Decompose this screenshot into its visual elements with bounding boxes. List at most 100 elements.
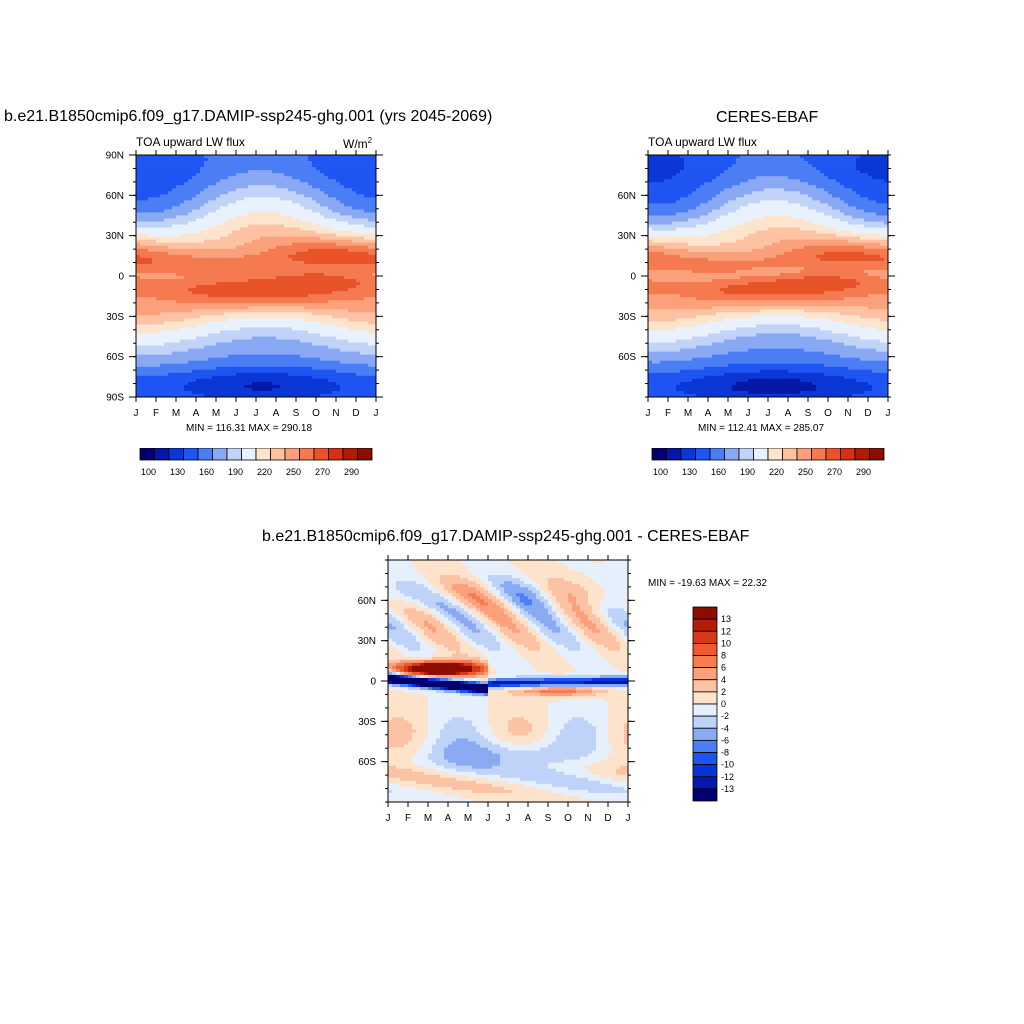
field-cell	[224, 381, 229, 386]
field-cell	[360, 260, 365, 265]
field-cell	[372, 381, 377, 386]
field-cell	[300, 242, 305, 247]
field-cell	[312, 248, 317, 253]
field-cell	[268, 291, 273, 295]
field-cell	[312, 272, 317, 277]
field-cell	[316, 282, 321, 286]
field-cell	[252, 164, 257, 168]
field-cell	[164, 221, 169, 225]
field-cell	[180, 294, 185, 298]
field-cell	[372, 276, 377, 280]
field-cell	[140, 206, 145, 210]
field-cell	[144, 230, 149, 235]
field-cell	[216, 218, 221, 222]
field-cell	[164, 218, 169, 222]
field-cell	[268, 318, 273, 322]
field-cell	[252, 285, 257, 289]
field-cell	[312, 300, 317, 304]
field-cell	[264, 330, 269, 334]
field-cell	[168, 354, 173, 359]
field-cell	[140, 282, 145, 286]
field-cell	[192, 170, 197, 174]
field-cell	[296, 179, 301, 183]
field-cell	[136, 266, 141, 271]
field-cell	[212, 170, 217, 174]
field-cell	[184, 182, 189, 186]
field-cell	[352, 215, 357, 219]
colorbar-box	[299, 448, 315, 461]
field-cell	[260, 276, 265, 280]
field-cell	[220, 297, 225, 301]
field-cell	[208, 173, 213, 177]
field-cell	[192, 306, 197, 310]
field-cell	[276, 363, 281, 368]
field-cell	[200, 372, 205, 377]
field-cell	[284, 236, 289, 241]
field-cell	[244, 387, 249, 392]
field-cell	[148, 366, 153, 371]
field-cell	[196, 158, 201, 162]
field-cell	[140, 248, 145, 253]
field-cell	[192, 282, 197, 286]
field-cell	[356, 381, 361, 386]
field-cell	[364, 179, 369, 183]
field-cell	[216, 318, 221, 322]
field-cell	[288, 393, 293, 398]
field-cell	[344, 245, 349, 250]
field-cell	[260, 294, 265, 298]
field-cell	[240, 342, 245, 346]
field-cell	[348, 227, 353, 232]
field-cell	[308, 387, 313, 392]
field-cell	[272, 158, 277, 162]
field-cell	[316, 233, 321, 238]
field-cell	[284, 339, 289, 343]
field-cell	[136, 251, 141, 256]
field-cell	[160, 161, 165, 165]
field-cell	[172, 182, 177, 186]
field-cell	[200, 173, 205, 177]
field-cell	[212, 324, 217, 328]
field-cell	[332, 194, 337, 198]
field-cell	[220, 173, 225, 177]
field-cell	[228, 236, 233, 241]
field-cell	[344, 185, 349, 189]
field-cell	[336, 233, 341, 238]
field-cell	[220, 336, 225, 340]
field-cell	[172, 263, 177, 268]
field-cell	[212, 233, 217, 238]
field-cell	[136, 215, 141, 219]
field-cell	[340, 282, 345, 286]
field-cell	[372, 342, 377, 346]
field-cell	[356, 251, 361, 256]
field-cell	[372, 230, 377, 235]
field-cell	[284, 272, 289, 277]
field-cell	[304, 266, 309, 271]
field-cell	[272, 318, 277, 322]
field-cell	[300, 260, 305, 265]
field-cell	[324, 315, 329, 319]
field-cell	[852, 155, 857, 159]
field-cell	[236, 354, 241, 359]
field-cell	[372, 285, 377, 289]
field-cell	[256, 239, 261, 244]
field-cell	[320, 384, 325, 389]
field-cell	[372, 327, 377, 331]
field-cell	[136, 315, 141, 319]
field-cell	[144, 348, 149, 353]
field-cell	[368, 372, 373, 377]
field-cell	[316, 164, 321, 168]
field-cell	[232, 315, 237, 319]
field-cell	[292, 248, 297, 253]
field-cell	[160, 164, 165, 168]
field-cell	[320, 191, 325, 195]
field-cell	[240, 315, 245, 319]
field-cell	[300, 227, 305, 232]
field-cell	[248, 315, 253, 319]
field-cell	[184, 200, 189, 204]
field-cell	[336, 327, 341, 331]
field-cell	[224, 191, 229, 195]
field-cell	[188, 173, 193, 177]
field-cell	[200, 257, 205, 262]
field-cell	[288, 366, 293, 371]
field-cell	[296, 387, 301, 392]
